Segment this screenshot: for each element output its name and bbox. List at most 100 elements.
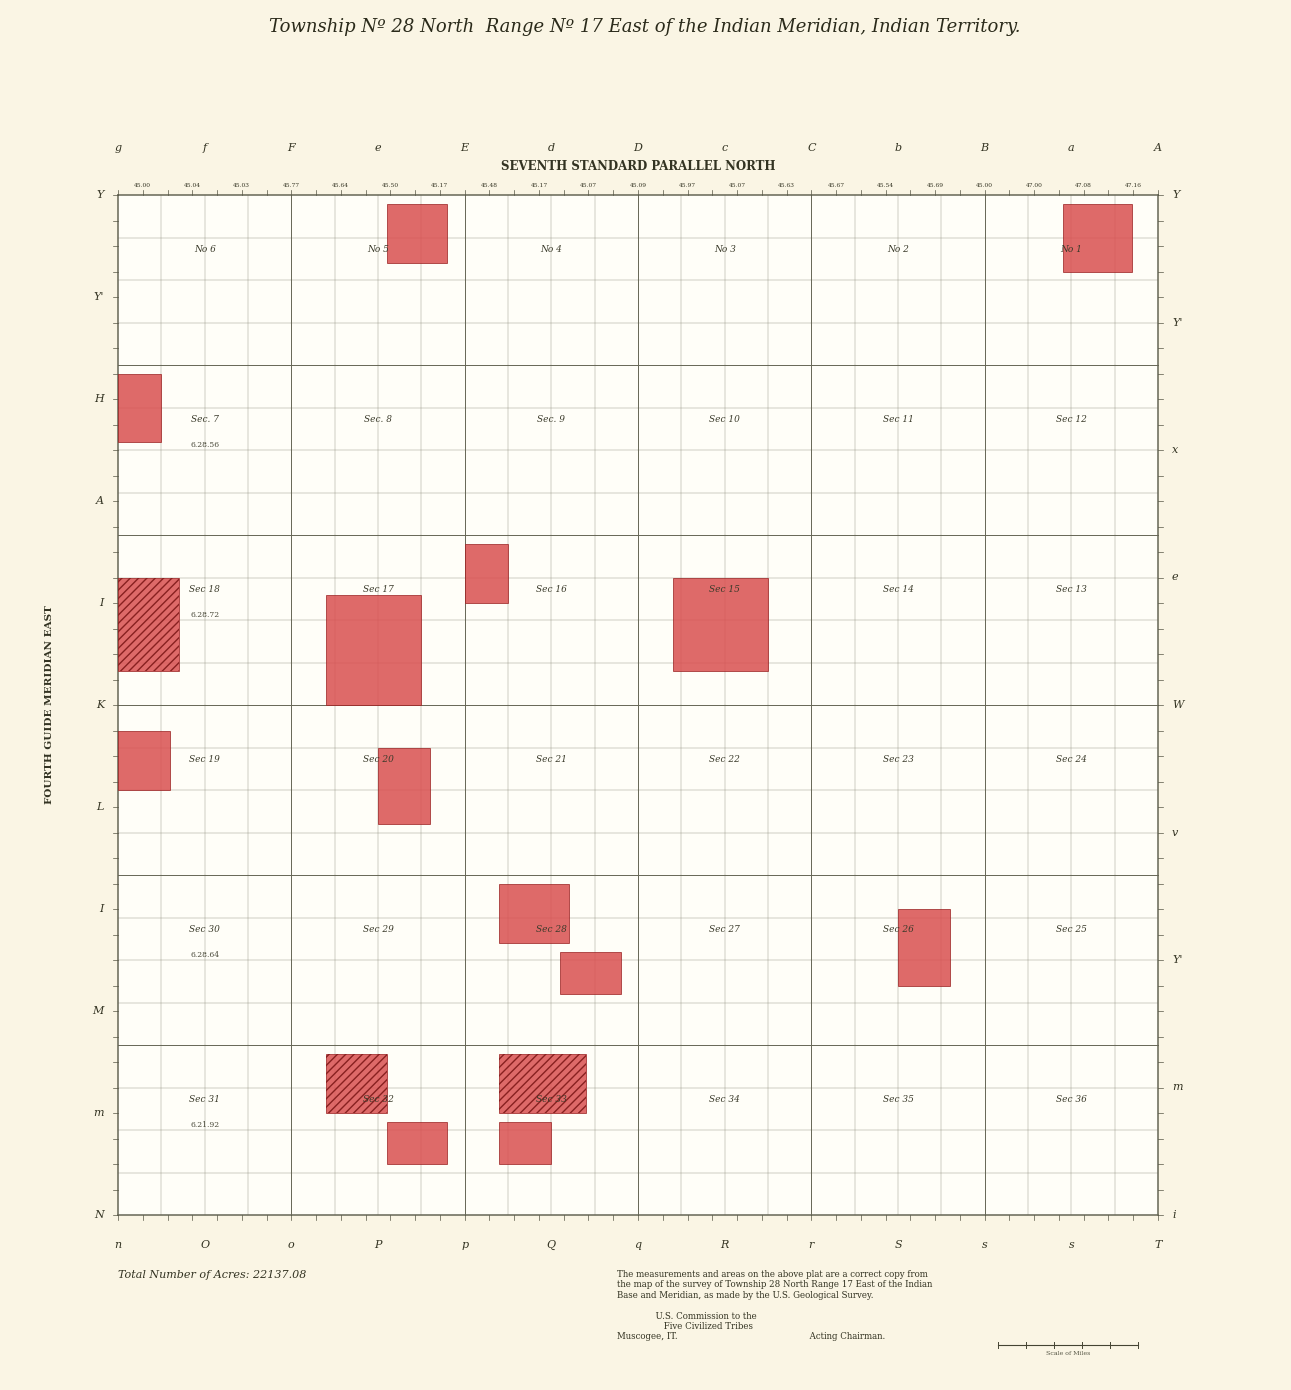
Text: m: m xyxy=(93,1108,105,1118)
Bar xyxy=(465,543,507,603)
Text: Sec 13: Sec 13 xyxy=(1056,585,1087,594)
Text: 45.17: 45.17 xyxy=(531,183,547,188)
Text: O: O xyxy=(200,1240,209,1250)
Text: p: p xyxy=(461,1240,469,1250)
Text: Sec 26: Sec 26 xyxy=(883,924,914,934)
Text: K: K xyxy=(96,701,105,710)
Text: Sec 35: Sec 35 xyxy=(883,1095,914,1104)
Text: 47.16: 47.16 xyxy=(1124,183,1141,188)
Bar xyxy=(327,1054,387,1113)
Text: B: B xyxy=(981,143,989,153)
Text: No 1: No 1 xyxy=(1060,245,1082,254)
Text: W: W xyxy=(1172,701,1184,710)
Bar xyxy=(673,577,768,671)
Text: Sec 15: Sec 15 xyxy=(709,585,740,594)
Text: Y': Y' xyxy=(1172,317,1183,328)
Text: 47.08: 47.08 xyxy=(1075,183,1092,188)
Text: Sec 21: Sec 21 xyxy=(536,755,567,765)
Text: 45.77: 45.77 xyxy=(283,183,300,188)
Text: 6.28.72: 6.28.72 xyxy=(190,610,219,619)
Text: H: H xyxy=(94,393,105,404)
Text: s: s xyxy=(1069,1240,1074,1250)
Text: o: o xyxy=(288,1240,294,1250)
Text: Sec. 7: Sec. 7 xyxy=(191,414,218,424)
Text: c: c xyxy=(722,143,728,153)
Text: Sec 36: Sec 36 xyxy=(1056,1095,1087,1104)
Text: n: n xyxy=(115,1240,121,1250)
Text: Township Nº 28 North  Range Nº 17 East of the Indian Meridian, Indian Territory.: Township Nº 28 North Range Nº 17 East of… xyxy=(270,18,1021,36)
Text: Y: Y xyxy=(97,190,105,200)
Text: 45.50: 45.50 xyxy=(382,183,399,188)
Bar xyxy=(387,1122,448,1163)
Text: Sec 33: Sec 33 xyxy=(536,1095,567,1104)
Text: s: s xyxy=(981,1240,988,1250)
Bar xyxy=(117,731,170,790)
Text: No 2: No 2 xyxy=(887,245,909,254)
Text: b: b xyxy=(895,143,901,153)
Text: 6.28.64: 6.28.64 xyxy=(190,951,219,959)
Text: 6.21.92: 6.21.92 xyxy=(190,1120,219,1129)
Text: Y: Y xyxy=(1172,190,1180,200)
Text: q: q xyxy=(634,1240,642,1250)
Text: 45.04: 45.04 xyxy=(183,183,201,188)
Text: S: S xyxy=(895,1240,902,1250)
Text: FOURTH GUIDE MERIDIAN EAST: FOURTH GUIDE MERIDIAN EAST xyxy=(45,606,54,805)
Text: e: e xyxy=(374,143,381,153)
Text: 45.17: 45.17 xyxy=(431,183,448,188)
Text: Sec 11: Sec 11 xyxy=(883,414,914,424)
Text: r: r xyxy=(808,1240,815,1250)
Text: Total Number of Acres: 22137.08: Total Number of Acres: 22137.08 xyxy=(117,1270,306,1280)
Text: g: g xyxy=(115,143,121,153)
Text: No 4: No 4 xyxy=(541,245,563,254)
Text: Sec 23: Sec 23 xyxy=(883,755,914,765)
Text: Sec 29: Sec 29 xyxy=(363,924,394,934)
Text: I: I xyxy=(99,904,105,915)
Text: 45.69: 45.69 xyxy=(927,183,944,188)
Text: F: F xyxy=(288,143,296,153)
Text: Sec 19: Sec 19 xyxy=(190,755,219,765)
Text: Sec 27: Sec 27 xyxy=(709,924,740,934)
Text: SEVENTH STANDARD PARALLEL NORTH: SEVENTH STANDARD PARALLEL NORTH xyxy=(501,160,776,172)
Text: I: I xyxy=(99,598,105,607)
Text: Sec 34: Sec 34 xyxy=(709,1095,740,1104)
Bar xyxy=(500,1122,551,1163)
Bar xyxy=(117,577,178,671)
Bar xyxy=(327,1054,387,1113)
Text: Sec 12: Sec 12 xyxy=(1056,414,1087,424)
Text: T: T xyxy=(1154,1240,1162,1250)
Text: A: A xyxy=(96,496,105,506)
Text: 45.48: 45.48 xyxy=(482,183,498,188)
Text: Sec. 9: Sec. 9 xyxy=(537,414,565,424)
Text: Sec 30: Sec 30 xyxy=(190,924,219,934)
Text: No 5: No 5 xyxy=(367,245,389,254)
Text: 45.97: 45.97 xyxy=(679,183,696,188)
Text: e: e xyxy=(1172,573,1179,582)
Text: 47.00: 47.00 xyxy=(1026,183,1043,188)
Text: Sec 14: Sec 14 xyxy=(883,585,914,594)
Text: D: D xyxy=(634,143,643,153)
Text: 45.09: 45.09 xyxy=(630,183,647,188)
Bar xyxy=(117,577,178,671)
Text: Y': Y' xyxy=(1172,955,1183,965)
Text: Sec 24: Sec 24 xyxy=(1056,755,1087,765)
Text: d: d xyxy=(547,143,555,153)
Bar xyxy=(500,884,568,942)
Bar xyxy=(117,374,161,442)
Text: 45.64: 45.64 xyxy=(332,183,350,188)
Text: C: C xyxy=(807,143,816,153)
Text: E: E xyxy=(461,143,469,153)
Bar xyxy=(117,195,1158,1215)
Text: 6.28.56: 6.28.56 xyxy=(190,441,219,449)
Text: f: f xyxy=(203,143,207,153)
Bar xyxy=(387,203,448,263)
Bar xyxy=(378,748,430,824)
Text: A: A xyxy=(1154,143,1162,153)
Text: N: N xyxy=(94,1211,105,1220)
Text: v: v xyxy=(1172,827,1179,838)
Bar xyxy=(500,1054,586,1113)
Text: No 6: No 6 xyxy=(194,245,216,254)
Text: L: L xyxy=(97,802,105,812)
Text: x: x xyxy=(1172,445,1179,455)
Text: Sec 31: Sec 31 xyxy=(190,1095,219,1104)
Text: Q: Q xyxy=(547,1240,556,1250)
